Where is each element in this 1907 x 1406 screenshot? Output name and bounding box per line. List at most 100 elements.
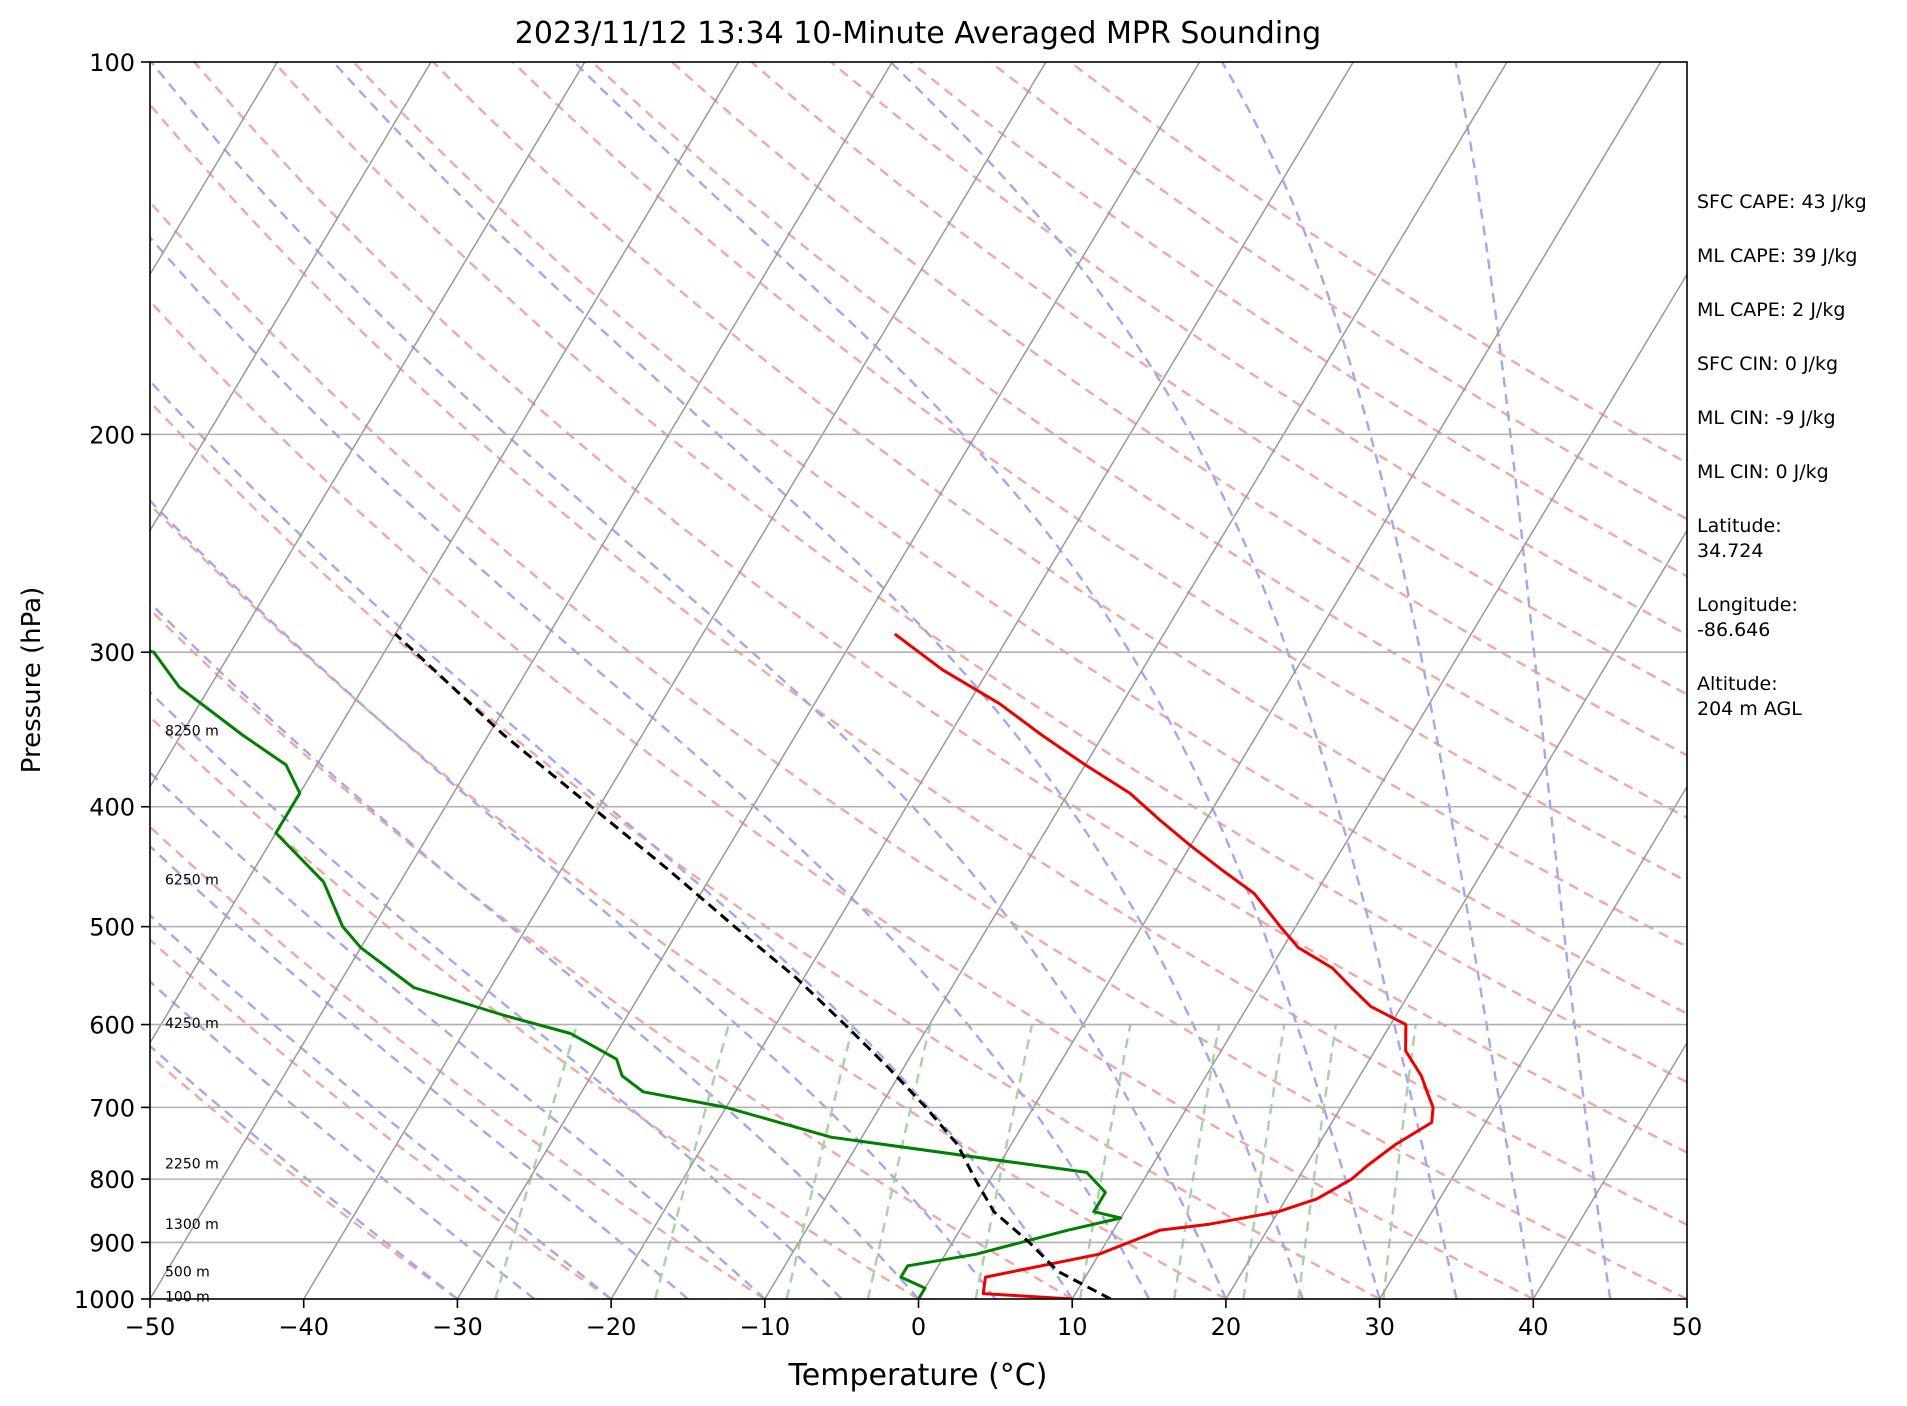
isotherm-line <box>1225 529 1687 1299</box>
x-tick-label: 20 <box>1211 1313 1242 1341</box>
stat-value: 204 m AGL <box>1697 698 1802 720</box>
isotherm-line <box>1378 785 1687 1299</box>
y-tick-label: 900 <box>89 1229 135 1257</box>
chart-title: 2023/11/12 13:34 10-Minute Averaged MPR … <box>515 16 1321 51</box>
isotherm-line <box>150 62 893 1299</box>
dry-adiabat-line <box>150 299 1534 1299</box>
y-tick-label: 300 <box>89 639 135 667</box>
isotherm-line <box>150 62 279 276</box>
moist-adiabat-line <box>1454 62 1612 1299</box>
isotherm-line <box>610 62 1354 1299</box>
x-tick-label: 40 <box>1518 1313 1549 1341</box>
dry-adiabat-line <box>193 62 1687 1154</box>
height-label: 4250 m <box>165 1016 219 1032</box>
dry-adiabat-line <box>750 62 1687 696</box>
mixing-ratio-line <box>785 1024 855 1299</box>
height-label: 8250 m <box>165 723 219 739</box>
stat-label: Latitude: <box>1697 515 1782 537</box>
temperature-profile <box>893 632 1435 1299</box>
y-tick-label: 800 <box>89 1166 135 1194</box>
stat-text: ML CIN: -9 J/kg <box>1697 407 1836 429</box>
x-tick-label: 0 <box>911 1313 926 1341</box>
isotherm-line <box>150 62 586 789</box>
moist-adiabat-line <box>150 498 997 1299</box>
stat-text: SFC CIN: 0 J/kg <box>1697 353 1839 375</box>
moist-adiabat-line <box>1221 62 1535 1299</box>
isotherm-line <box>764 62 1508 1299</box>
y-tick-label: 700 <box>89 1094 135 1122</box>
x-tick-label: 50 <box>1672 1313 1703 1341</box>
x-tick-label: −40 <box>278 1313 329 1341</box>
x-axis-label: Temperature (°C) <box>788 1358 1048 1393</box>
mixing-ratio-line <box>494 1024 579 1299</box>
stat-entry: Latitude: 34.724 <box>1697 514 1902 564</box>
y-tick-label: 100 <box>89 49 135 77</box>
moist-adiabat-line <box>889 62 1458 1299</box>
stat-entry: ML CAPE: 39 J/kg <box>1697 244 1902 269</box>
isotherm-line <box>150 62 740 1045</box>
moist-adiabat-line <box>150 62 1227 1299</box>
isotherm-line <box>456 62 1201 1299</box>
stat-entry: Longitude: -86.646 <box>1697 593 1902 643</box>
moist-adiabat-line <box>150 379 1074 1299</box>
stat-text: ML CIN: 0 J/kg <box>1697 461 1829 483</box>
parcel-profile <box>394 632 1112 1299</box>
moist-adiabat-line <box>150 690 843 1299</box>
moist-adiabat-line <box>150 913 612 1299</box>
height-label: 2250 m <box>165 1156 219 1172</box>
dry-adiabat-line <box>511 62 1687 883</box>
stat-value: -86.646 <box>1697 619 1771 641</box>
stat-text: ML CAPE: 39 J/kg <box>1697 245 1858 267</box>
mixing-ratio-line <box>1297 1024 1338 1299</box>
stat-text: SFC CAPE: 43 J/kg <box>1697 191 1867 213</box>
stat-entry: SFC CAPE: 43 J/kg <box>1697 190 1902 215</box>
moist-adiabat-line <box>150 844 689 1299</box>
moist-adiabat-line <box>150 979 536 1299</box>
mixing-ratio-line <box>654 1024 730 1299</box>
stat-text: ML CAPE: 2 J/kg <box>1697 299 1846 321</box>
y-tick-label: 200 <box>89 421 135 449</box>
isotherm-line <box>1532 1041 1687 1299</box>
y-axis-label: Pressure (hPa) <box>17 587 47 774</box>
height-label: 1300 m <box>165 1217 219 1233</box>
dry-adiabat-line <box>150 200 1687 1299</box>
isotherm-line <box>150 62 432 532</box>
x-tick-label: 30 <box>1364 1313 1395 1341</box>
dry-adiabat-line <box>352 62 1687 1015</box>
x-tick-label: 10 <box>1057 1313 1088 1341</box>
mixing-ratio-line <box>1382 1024 1417 1299</box>
x-tick-label: −10 <box>739 1313 790 1341</box>
dry-adiabat-line <box>150 715 920 1299</box>
y-tick-label: 400 <box>89 794 135 822</box>
height-label: 500 m <box>165 1264 210 1280</box>
height-label: 100 m <box>165 1289 210 1305</box>
x-tick-label: −20 <box>586 1313 637 1341</box>
dry-adiabat-line <box>150 938 612 1299</box>
moist-adiabat-line <box>573 62 1381 1299</box>
stat-entry: Altitude: 204 m AGL <box>1697 672 1902 722</box>
stat-entry: ML CIN: -9 J/kg <box>1697 406 1902 431</box>
y-tick-label: 600 <box>89 1012 135 1040</box>
moist-adiabat-line <box>150 235 1151 1299</box>
stat-label: Altitude: <box>1697 673 1778 695</box>
isotherm-line <box>1071 272 1687 1299</box>
isotherm-line <box>917 62 1662 1299</box>
dry-adiabat-line <box>150 502 1227 1299</box>
dry-adiabat-line <box>432 62 1687 949</box>
dry-adiabat-line <box>591 62 1687 820</box>
stat-label: Longitude: <box>1697 594 1798 616</box>
dry-adiabat-line <box>150 400 1381 1299</box>
isotherm-line <box>303 62 1047 1299</box>
stat-entry: ML CAPE: 2 J/kg <box>1697 298 1902 323</box>
dry-adiabat-line <box>273 62 1687 1084</box>
moist-adiabat-line <box>150 770 766 1299</box>
dewpoint-profile <box>150 649 1123 1299</box>
x-tick-label: −50 <box>125 1313 176 1341</box>
height-label: 6250 m <box>165 872 219 888</box>
y-tick-label: 500 <box>89 914 135 942</box>
dry-adiabat-line <box>150 825 766 1299</box>
dry-adiabat-line <box>150 607 1073 1299</box>
stat-entry: SFC CIN: 0 J/kg <box>1697 352 1902 377</box>
moist-adiabat-line <box>150 601 920 1299</box>
